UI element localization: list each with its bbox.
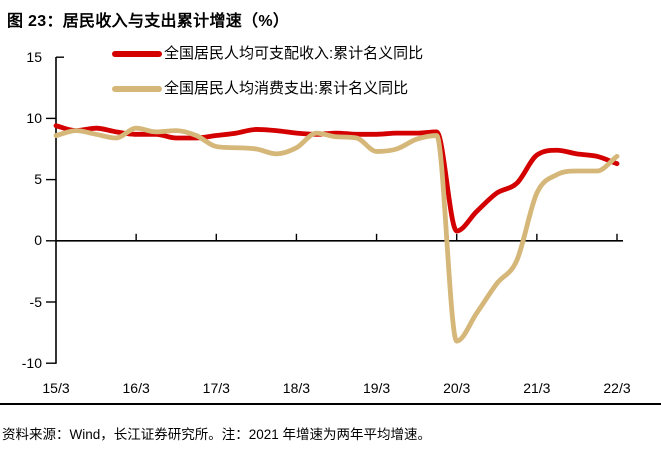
consumption-line-swatch	[112, 86, 162, 92]
income-line	[53, 123, 620, 234]
footer-divider	[0, 403, 661, 405]
source-note: 资料来源：Wind，长江证券研究所。注：2021 年增速为两年平均增速。	[2, 427, 432, 442]
consumption-line	[53, 125, 620, 344]
legend-item-income: 全国居民人均可支配收入:累计名义同比	[112, 45, 423, 63]
legend-item-consumption: 全国居民人均消费支出:累计名义同比	[112, 80, 423, 98]
income-line-swatch	[112, 51, 162, 57]
legend: 全国居民人均可支配收入:累计名义同比 全国居民人均消费支出:累计名义同比	[112, 45, 423, 115]
figure-title: 图 23：居民收入与支出累计增速（%）	[7, 13, 290, 30]
legend-label-consumption: 全国居民人均消费支出:累计名义同比	[164, 80, 409, 97]
legend-label-income: 全国居民人均可支配收入:累计名义同比	[164, 45, 424, 62]
